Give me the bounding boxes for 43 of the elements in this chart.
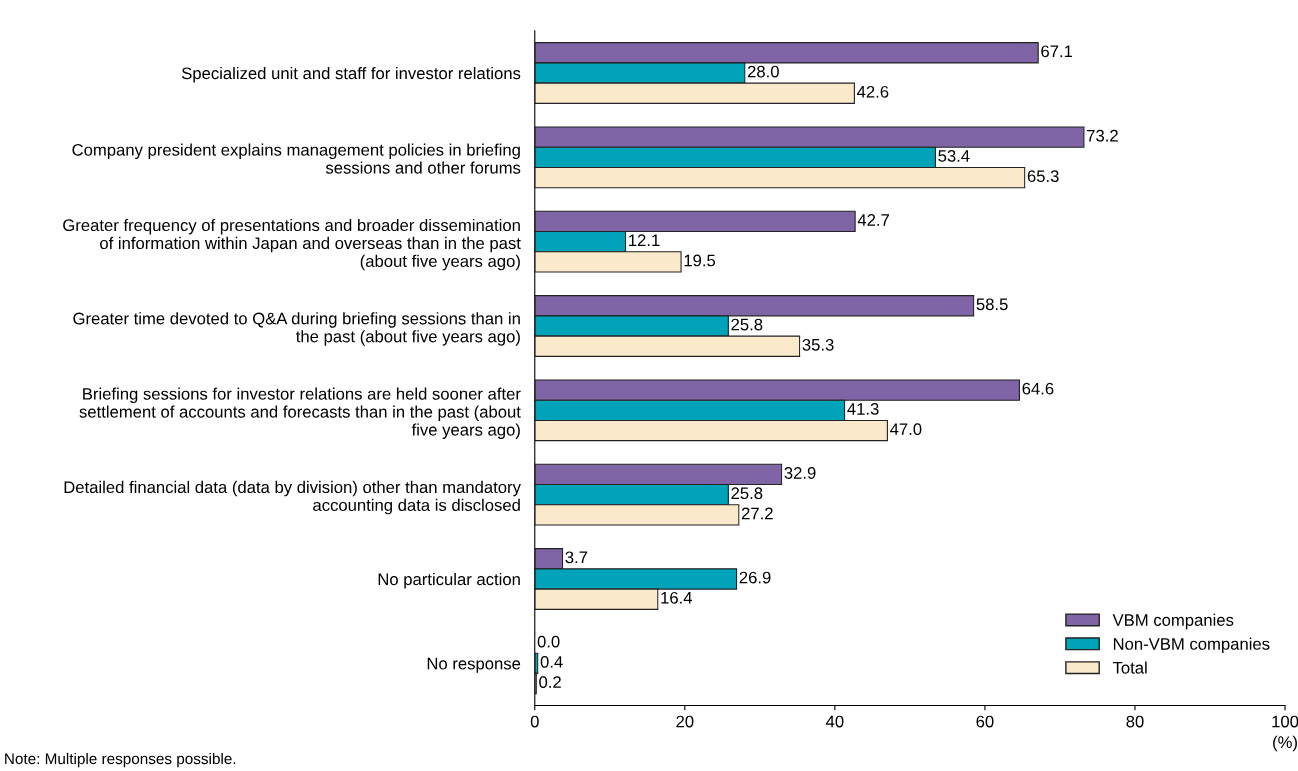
data-label: 26.9: [739, 571, 771, 584]
data-label: 58.5: [976, 298, 1008, 311]
legend-label: Total: [1112, 661, 1147, 674]
data-label: 53.4: [938, 150, 970, 162]
text: Note: Multiple responses possible.: [5, 752, 236, 768]
x-tick-label: 60: [976, 715, 994, 728]
data-label: 64.6: [1022, 382, 1054, 395]
x-tick-label: 80: [1126, 715, 1144, 728]
data-label: 0.0: [537, 635, 560, 648]
data-label: 41.3: [847, 402, 879, 415]
data-label: 47.0: [890, 423, 922, 436]
x-tick-label: 0: [530, 715, 539, 728]
data-label: 32.9: [784, 467, 816, 479]
data-label: 25.8: [731, 318, 763, 331]
y-tick-label: Detailed financial data (data by division) other than mandatory accounting data is disclosed: [64, 480, 521, 515]
data-label: 0.2: [539, 676, 561, 689]
y-tick-label: Specialized unit and staff for investor relations: [181, 66, 521, 83]
data-label: 3.7: [565, 551, 588, 564]
y-tick-label: Briefing sessions for investor relations are held sooner after settlement of accounts and forecasts than in the past (about five years ago): [79, 387, 521, 439]
y-tick-label: Greater frequency of presentations and broader dissemination of information within Japan and overseas than in the past (about five years ago): [63, 218, 521, 271]
data-label: 19.5: [684, 254, 716, 267]
data-label: 65.3: [1027, 170, 1059, 183]
legend-label: VBM companies: [1112, 613, 1234, 630]
data-label: 73.2: [1087, 129, 1118, 142]
x-tick-label: 20: [676, 715, 694, 728]
data-label: 16.4: [661, 591, 693, 604]
y-tick-label: Company president explains management policies in briefing sessions and other forums: [72, 143, 521, 174]
y-tick-label: Greater time devoted to Q&A during briefing sessions than in the past (about five years ago): [73, 312, 520, 346]
x-tick-label: 100: [1272, 715, 1298, 728]
x-tick-label: 40: [825, 715, 844, 728]
data-label: 25.8: [731, 487, 763, 500]
data-label: 42.7: [857, 214, 889, 226]
data-label: 27.2: [741, 507, 773, 520]
y-tick-label: No particular action: [378, 572, 520, 589]
data-label: 42.6: [857, 85, 889, 98]
data-label: 0.4: [540, 655, 563, 668]
x-axis-title: (%): [1273, 735, 1297, 752]
legend-label: Non-VBM companies: [1113, 637, 1270, 654]
data-label: 67.1: [1041, 45, 1073, 58]
y-tick-label: No response: [427, 657, 521, 673]
data-label: 12.1: [629, 234, 660, 246]
data-label: 28.0: [747, 65, 779, 78]
data-label: 35.3: [802, 338, 834, 351]
